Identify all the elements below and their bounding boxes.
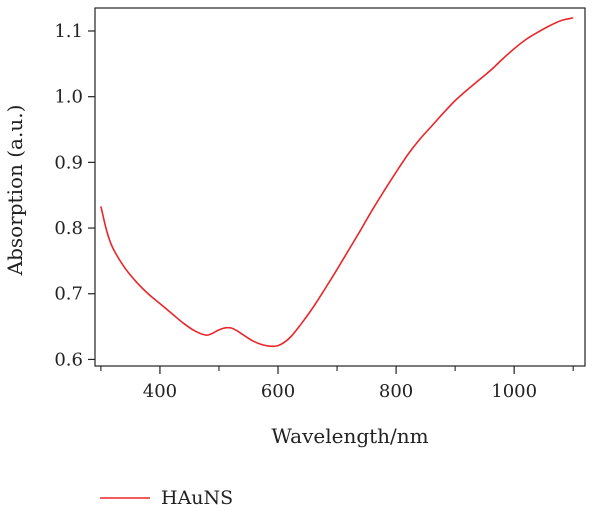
x-tick-label: 1000 xyxy=(491,381,537,402)
y-tick-label: 0.7 xyxy=(54,284,83,305)
y-axis-ticks: 0.6 0.7 0.8 0.9 1.0 1.1 xyxy=(54,21,95,370)
series-layer xyxy=(100,17,574,348)
y-tick-label: 1.0 xyxy=(54,87,83,108)
series-line-hauns xyxy=(100,17,574,348)
legend: HAuNS xyxy=(100,487,233,509)
x-tick-label: 400 xyxy=(143,381,177,402)
y-axis-title: Absorption (a.u.) xyxy=(3,105,27,277)
x-tick-label: 800 xyxy=(379,381,413,402)
plot-area-frame xyxy=(94,7,586,367)
x-axis-ticks: 400 600 800 1000 xyxy=(100,366,574,402)
y-tick-label: 0.9 xyxy=(54,152,83,173)
x-tick-label: 600 xyxy=(261,381,295,402)
y-tick-label: 0.8 xyxy=(54,218,83,239)
y-tick-label: 1.1 xyxy=(54,21,83,42)
legend-label-hauns: HAuNS xyxy=(161,487,233,509)
y-tick-label: 0.6 xyxy=(54,349,83,370)
x-axis-title: Wavelength/nm xyxy=(271,424,428,448)
